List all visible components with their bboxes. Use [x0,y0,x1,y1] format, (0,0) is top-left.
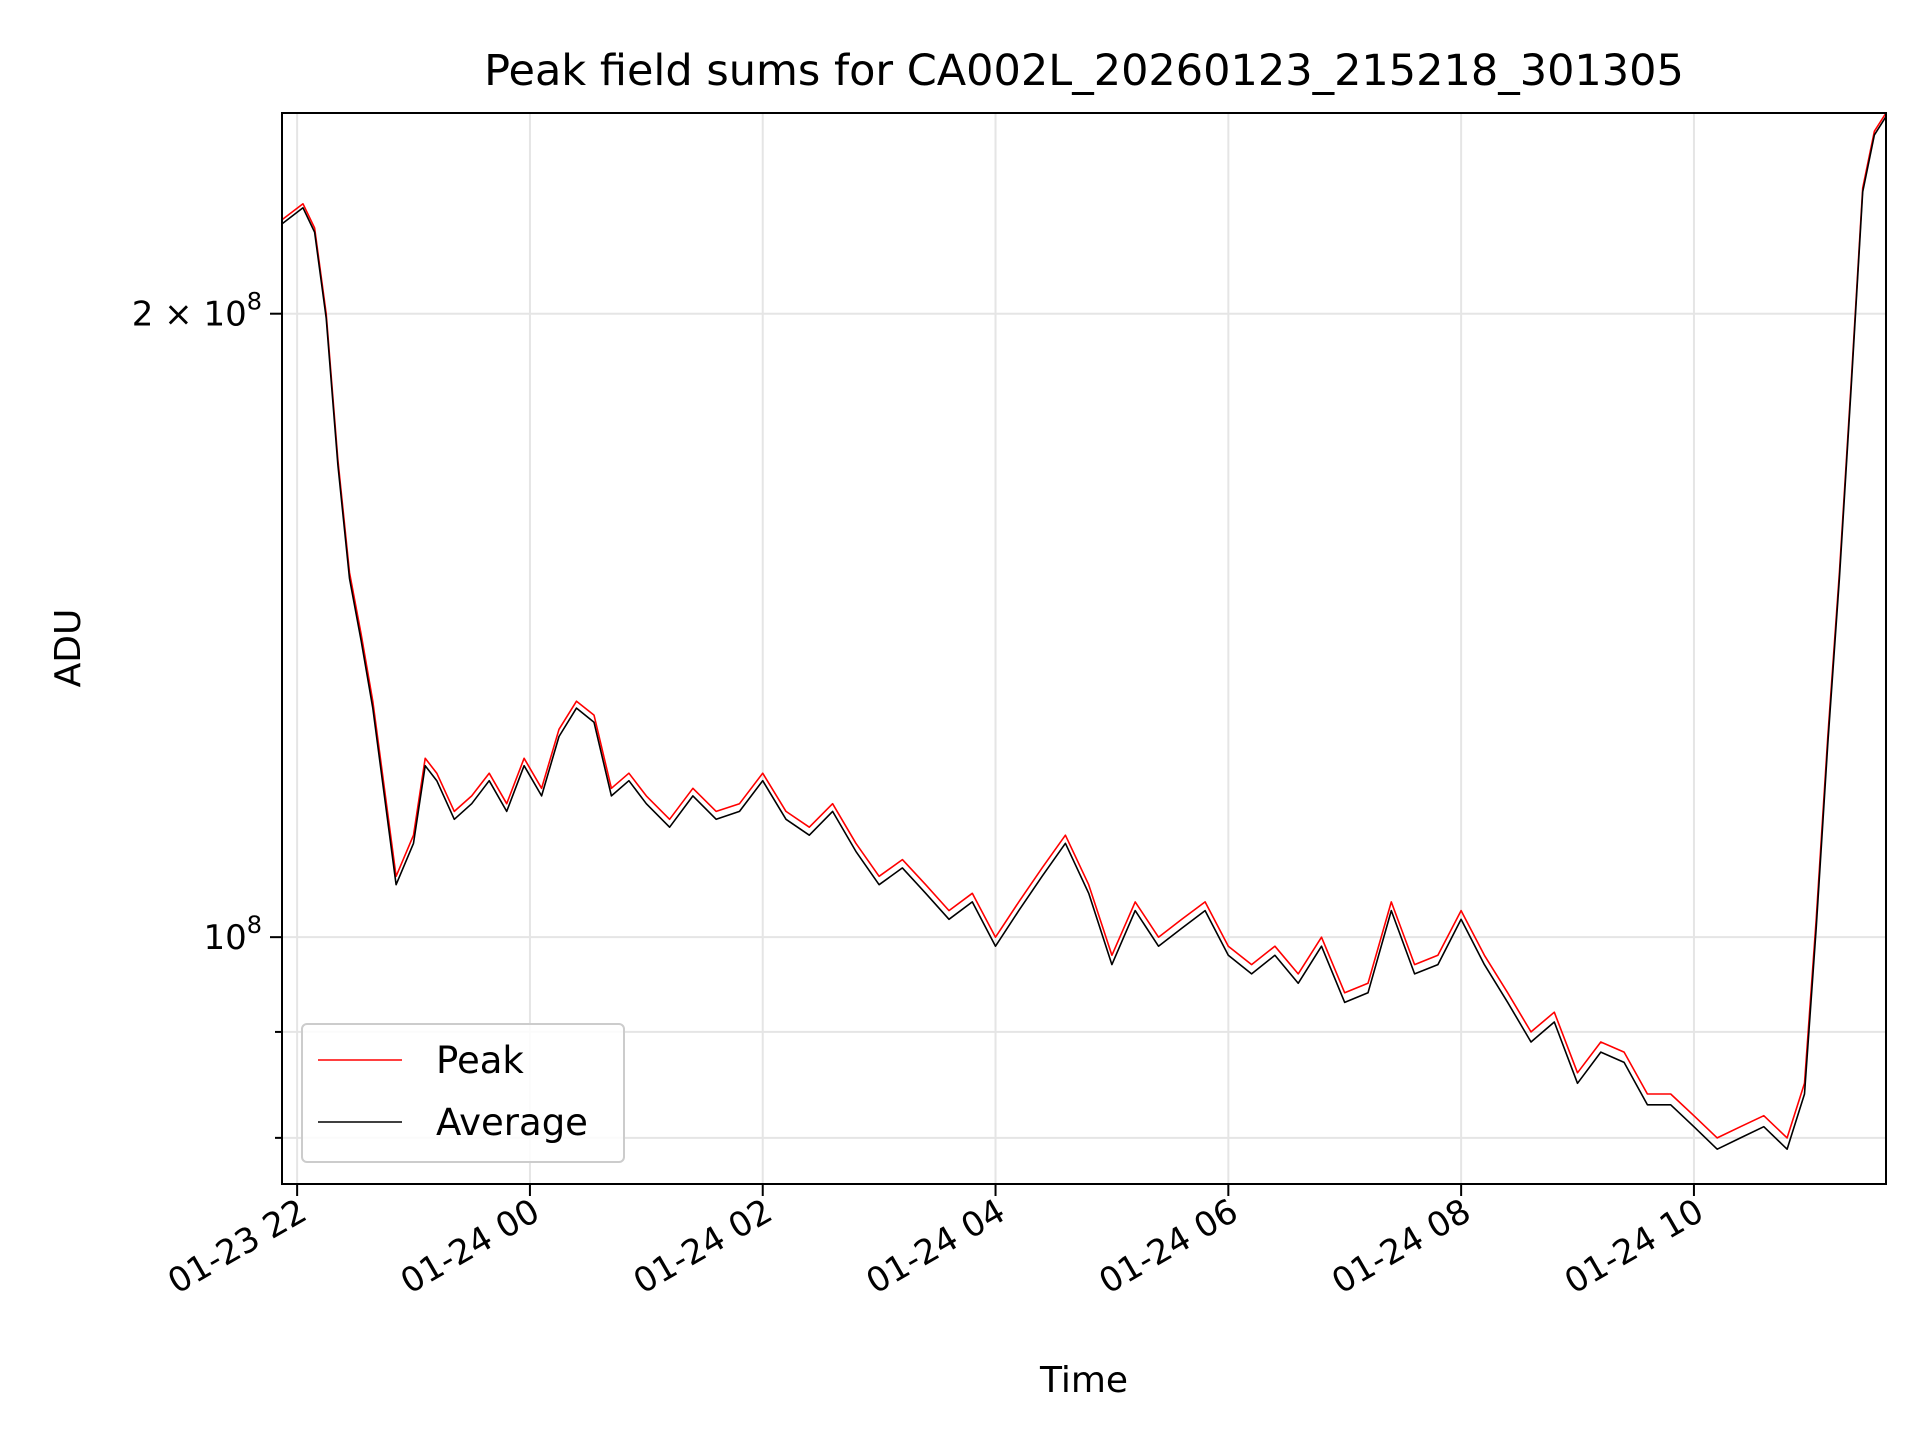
series-layer [281,112,1887,1150]
plot-frame [281,112,1887,1185]
grid-lines [282,113,1886,1184]
y-axis: 108 2 × 108 [132,288,282,1139]
chart-title: Peak field sums for CA002L_20260123_2152… [484,46,1684,96]
y-tick-label: 108 [203,911,262,958]
legend-label-average: Average [436,1101,588,1144]
y-axis-title: ADU [48,609,89,688]
x-axis-title: Time [1039,1360,1128,1401]
legend: Peak Average [301,1023,625,1163]
legend-label-peak: Peak [436,1039,524,1082]
y-tick-label: 2 × 108 [132,288,262,335]
legend-box [301,1023,625,1163]
series-line-average [281,116,1887,1150]
series-line-peak [281,112,1887,1139]
